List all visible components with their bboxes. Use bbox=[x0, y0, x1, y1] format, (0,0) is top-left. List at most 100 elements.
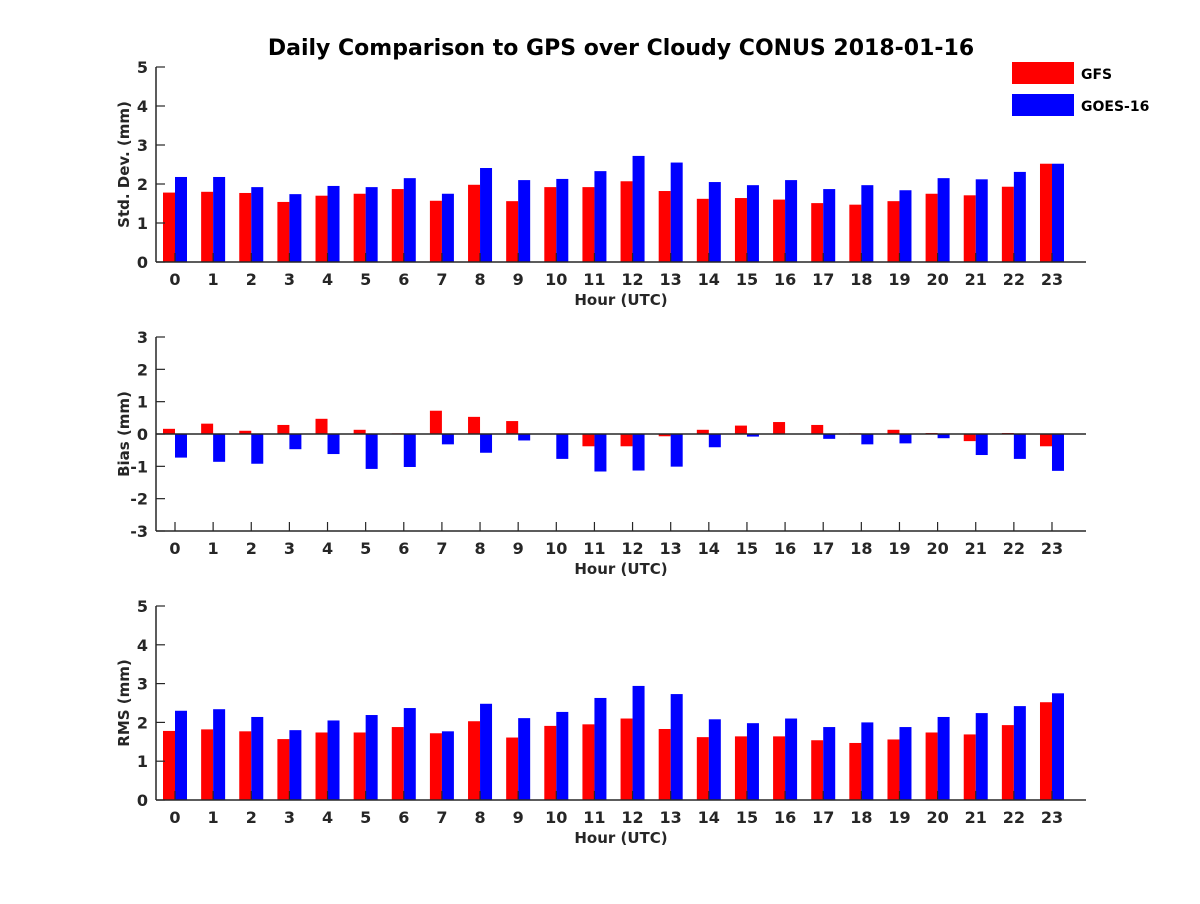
x-tick-label: 3 bbox=[284, 539, 295, 558]
bar-rms-gfs-4 bbox=[316, 732, 328, 800]
y-tick-label: -2 bbox=[130, 490, 148, 509]
bar-rms-gfs-1 bbox=[201, 729, 213, 800]
y-tick-label: 1 bbox=[137, 752, 148, 771]
bar-rms-gfs-7 bbox=[430, 733, 442, 800]
x-tick-label: 23 bbox=[1041, 539, 1063, 558]
bar-rms-goes-16-2 bbox=[251, 717, 263, 800]
bar-bias-goes-16-6 bbox=[404, 434, 416, 467]
x-tick-label: 16 bbox=[774, 808, 796, 827]
bar-stddev-gfs-23 bbox=[1040, 164, 1052, 262]
x-tick-label: 21 bbox=[965, 808, 987, 827]
bar-rms-goes-16-8 bbox=[480, 704, 492, 800]
bar-stddev-gfs-18 bbox=[849, 205, 861, 262]
y-tick-label: 0 bbox=[137, 791, 148, 810]
bar-stddev-gfs-11 bbox=[582, 187, 594, 262]
y-tick-label: 5 bbox=[137, 597, 148, 616]
bar-bias-goes-16-8 bbox=[480, 434, 492, 453]
bar-bias-goes-16-14 bbox=[709, 434, 721, 447]
y-tick-label: 1 bbox=[137, 214, 148, 233]
bar-stddev-goes-16-23 bbox=[1052, 164, 1064, 262]
bar-stddev-goes-16-15 bbox=[747, 185, 759, 262]
x-tick-label: 17 bbox=[812, 270, 834, 289]
bar-stddev-gfs-10 bbox=[544, 187, 556, 262]
x-tick-label: 1 bbox=[208, 808, 219, 827]
bar-bias-gfs-3 bbox=[277, 425, 289, 434]
bar-bias-goes-16-2 bbox=[251, 434, 263, 464]
bar-rms-gfs-10 bbox=[544, 726, 556, 800]
y-tick-label: 4 bbox=[137, 97, 148, 116]
bar-stddev-gfs-15 bbox=[735, 198, 747, 262]
x-tick-label: 13 bbox=[660, 808, 682, 827]
x-tick-label: 23 bbox=[1041, 270, 1063, 289]
x-tick-label: 5 bbox=[360, 539, 371, 558]
x-tick-label: 21 bbox=[965, 539, 987, 558]
bar-stddev-gfs-14 bbox=[697, 199, 709, 262]
chart-legend: GFS GOES-16 bbox=[1012, 62, 1149, 116]
x-tick-label: 4 bbox=[322, 270, 333, 289]
bar-stddev-gfs-1 bbox=[201, 192, 213, 262]
y-tick-label: 2 bbox=[137, 713, 148, 732]
bar-stddev-gfs-13 bbox=[659, 191, 671, 262]
bar-stddev-gfs-3 bbox=[277, 202, 289, 262]
bar-bias-goes-16-12 bbox=[633, 434, 645, 471]
x-tick-label: 5 bbox=[360, 270, 371, 289]
x-tick-label: 4 bbox=[322, 808, 333, 827]
bar-stddev-goes-16-8 bbox=[480, 168, 492, 262]
bar-bias-goes-16-3 bbox=[289, 434, 301, 449]
y-tick-label: 2 bbox=[137, 175, 148, 194]
bar-stddev-goes-16-17 bbox=[823, 189, 835, 262]
bar-rms-goes-16-11 bbox=[594, 698, 606, 800]
bar-bias-goes-16-11 bbox=[594, 434, 606, 472]
x-tick-label: 23 bbox=[1041, 808, 1063, 827]
bar-stddev-goes-16-10 bbox=[556, 179, 568, 262]
y-tick-label: 3 bbox=[137, 675, 148, 694]
bar-rms-goes-16-18 bbox=[861, 722, 873, 800]
bar-rms-goes-16-9 bbox=[518, 718, 530, 800]
y-tick-label: 0 bbox=[137, 253, 148, 272]
bar-rms-gfs-13 bbox=[659, 729, 671, 800]
x-tick-label: 3 bbox=[284, 808, 295, 827]
bar-stddev-gfs-22 bbox=[1002, 187, 1014, 262]
bar-stddev-goes-16-5 bbox=[366, 187, 378, 262]
bar-bias-gfs-15 bbox=[735, 426, 747, 434]
bar-stddev-goes-16-7 bbox=[442, 194, 454, 262]
x-tick-label: 0 bbox=[169, 808, 180, 827]
x-tick-label: 18 bbox=[850, 539, 872, 558]
bar-rms-gfs-14 bbox=[697, 737, 709, 800]
bar-bias-gfs-4 bbox=[316, 419, 328, 434]
x-axis-label: Hour (UTC) bbox=[574, 829, 667, 847]
x-tick-label: 22 bbox=[1003, 270, 1025, 289]
bar-stddev-gfs-5 bbox=[354, 194, 366, 262]
bar-bias-goes-16-1 bbox=[213, 434, 225, 462]
bar-stddev-goes-16-3 bbox=[289, 194, 301, 262]
bar-rms-gfs-3 bbox=[277, 739, 289, 800]
bar-stddev-goes-16-16 bbox=[785, 180, 797, 262]
x-tick-label: 14 bbox=[698, 539, 720, 558]
bar-rms-gfs-6 bbox=[392, 727, 404, 800]
bar-rms-gfs-5 bbox=[354, 732, 366, 800]
bar-stddev-gfs-2 bbox=[239, 193, 251, 262]
legend-label-goes-16: GOES-16 bbox=[1081, 99, 1149, 115]
x-tick-label: 6 bbox=[398, 270, 409, 289]
x-tick-label: 11 bbox=[583, 270, 605, 289]
legend-label-gfs: GFS bbox=[1081, 67, 1112, 83]
bar-stddev-gfs-9 bbox=[506, 201, 518, 262]
x-tick-label: 20 bbox=[926, 270, 948, 289]
bar-rms-gfs-8 bbox=[468, 721, 480, 800]
bar-rms-gfs-16 bbox=[773, 736, 785, 800]
x-tick-label: 8 bbox=[474, 270, 485, 289]
bar-rms-gfs-12 bbox=[621, 719, 633, 800]
bar-bias-goes-16-10 bbox=[556, 434, 568, 459]
bar-bias-goes-16-21 bbox=[976, 434, 988, 455]
bar-bias-gfs-8 bbox=[468, 417, 480, 434]
bar-stddev-gfs-21 bbox=[964, 195, 976, 262]
bar-rms-goes-16-20 bbox=[938, 717, 950, 800]
x-tick-label: 10 bbox=[545, 270, 567, 289]
bar-stddev-gfs-17 bbox=[811, 203, 823, 262]
bar-stddev-goes-16-11 bbox=[594, 171, 606, 262]
x-tick-label: 7 bbox=[436, 808, 447, 827]
x-tick-label: 19 bbox=[888, 539, 910, 558]
